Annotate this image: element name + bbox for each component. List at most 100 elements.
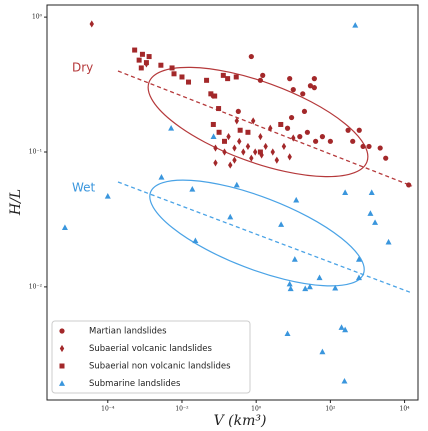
point (260, 72, 266, 78)
point (327, 138, 333, 144)
point (233, 181, 240, 188)
point (136, 57, 142, 63)
point (287, 285, 294, 292)
point (89, 20, 94, 28)
point (316, 274, 323, 281)
point (352, 22, 359, 28)
point (213, 144, 218, 152)
dry-trend (117, 70, 413, 187)
point (132, 47, 138, 53)
point (204, 77, 210, 83)
legend-marker (59, 344, 65, 353)
point (249, 154, 254, 162)
point (286, 280, 293, 287)
point (319, 134, 326, 140)
point (222, 138, 228, 144)
point (311, 76, 317, 82)
point (302, 285, 309, 292)
legend-label: Submarine landslides (89, 379, 181, 389)
point (245, 142, 251, 151)
point (61, 224, 68, 231)
point (274, 156, 280, 164)
point (270, 148, 275, 156)
point (104, 193, 111, 199)
legend-marker (59, 380, 65, 386)
point (222, 148, 227, 156)
point (383, 155, 389, 161)
point (360, 143, 366, 150)
point (345, 127, 351, 133)
point (139, 51, 145, 57)
x-tick-label: 10⁻⁴ (101, 406, 115, 413)
point (245, 129, 251, 135)
x-axis-label: V (km³) (214, 413, 267, 429)
point (342, 326, 349, 333)
point (377, 145, 383, 151)
point (146, 54, 152, 60)
legend-label: Martian landslides (89, 327, 167, 337)
point (250, 117, 256, 125)
point (281, 142, 287, 151)
point (208, 91, 214, 97)
legend-label: Subaerial volcanic landslides (89, 344, 212, 354)
point (341, 377, 348, 384)
point (355, 274, 362, 281)
point (385, 238, 392, 245)
point (212, 93, 218, 99)
point (291, 134, 296, 142)
point (220, 72, 226, 78)
point (287, 76, 293, 82)
point (234, 117, 239, 125)
wet-label: Wet (72, 181, 96, 195)
dry-ellipse (147, 66, 369, 178)
wet-trend (117, 181, 413, 294)
point (216, 129, 222, 135)
point (169, 65, 175, 71)
point (290, 87, 296, 93)
point (342, 189, 349, 196)
legend-label: Subaerial non volcanic landslides (89, 362, 231, 372)
point (313, 138, 319, 144)
point (216, 106, 222, 112)
point (278, 121, 284, 127)
point (284, 330, 291, 337)
point (367, 210, 374, 216)
x-tick-label: 10² (325, 406, 336, 413)
point (237, 137, 242, 145)
point (232, 144, 237, 152)
point (355, 256, 362, 262)
y-tick-label: 10⁰ (32, 14, 43, 21)
point (252, 148, 258, 156)
point (356, 127, 362, 133)
point (278, 221, 285, 227)
legend-marker (59, 328, 65, 334)
point (186, 79, 192, 85)
point (258, 133, 263, 141)
x-tick-label: 10⁻² (175, 406, 189, 413)
x-tick-label: 10⁰ (251, 406, 262, 413)
point (227, 213, 234, 220)
point (311, 85, 317, 91)
point (158, 174, 165, 180)
point (168, 125, 175, 131)
point (143, 60, 149, 66)
point (287, 153, 292, 161)
y-axis-label: H/L (8, 189, 24, 216)
point (226, 133, 231, 141)
point (213, 159, 218, 167)
point (257, 77, 264, 83)
point (304, 129, 310, 135)
point (350, 138, 356, 144)
point (406, 182, 412, 188)
point (228, 161, 233, 169)
point (235, 108, 241, 115)
point (189, 185, 196, 192)
plot-frame (46, 4, 419, 401)
point (368, 189, 375, 196)
wet-ellipse (149, 179, 365, 287)
point (293, 196, 300, 203)
point (338, 324, 345, 330)
point (237, 127, 243, 133)
point (263, 142, 268, 151)
